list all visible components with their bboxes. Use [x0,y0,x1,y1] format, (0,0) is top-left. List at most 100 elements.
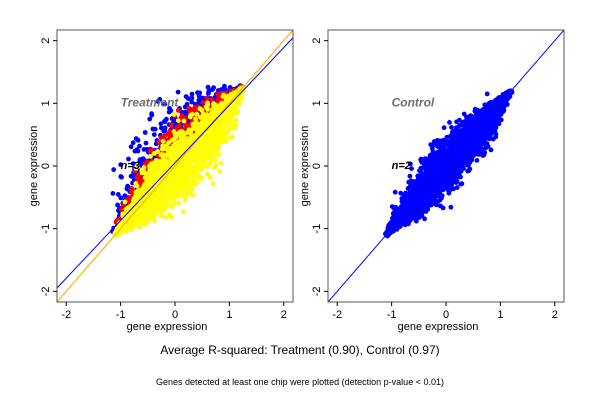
data-point [218,126,223,132]
data-point [130,161,136,167]
data-point [207,130,213,135]
data-point [209,149,215,155]
series-1 [383,88,515,239]
y-tick-label: -1 [40,224,52,234]
data-point [190,166,196,172]
data-point [216,94,222,100]
data-point [175,108,181,113]
data-point [230,92,236,98]
data-point [215,146,221,152]
data-point [162,101,168,107]
data-point [141,182,147,188]
data-point [199,158,205,164]
data-point [162,119,168,125]
data-point [184,130,190,136]
data-point [159,185,165,191]
data-point [202,163,208,169]
data-point [224,112,230,118]
data-point [218,160,224,166]
data-point [174,165,180,171]
data-point [233,117,239,123]
data-point [169,122,174,128]
data-point [135,137,141,143]
data-point [205,102,211,108]
data-point [128,173,134,179]
data-point [115,192,121,197]
data-point [125,205,131,211]
data-point [151,195,157,200]
data-point [188,136,194,141]
data-point [110,191,116,196]
data-point [163,146,168,152]
data-point [221,92,227,98]
data-point [167,163,172,169]
data-point [151,207,157,213]
data-point [141,165,147,170]
data-point [117,227,123,233]
data-point [144,147,150,152]
data-point [171,169,177,174]
x-tick-label: 0 [172,309,178,321]
data-point [154,158,160,164]
data-point [143,216,149,222]
data-point [184,168,189,173]
points-layer [383,88,515,239]
data-point [192,151,197,157]
data-point [205,84,211,90]
data-point [149,147,155,153]
data-point [111,167,117,173]
data-point [179,149,185,155]
data-point [181,118,187,124]
data-point [224,130,230,136]
data-point [130,140,136,146]
data-point [148,154,153,159]
data-point [218,137,224,142]
data-point [175,89,181,95]
data-point [158,171,164,176]
data-point [126,223,131,229]
data-point [217,168,222,174]
data-point [184,185,190,190]
data-point [140,156,146,162]
data-point [189,186,195,192]
data-point [176,200,181,206]
data-point [170,161,176,167]
data-point [205,107,211,112]
x-tick-label: -1 [116,309,126,321]
data-point [160,138,166,144]
data-point [168,188,174,194]
data-point [228,134,234,140]
data-point [180,209,186,214]
data-point [167,202,173,208]
data-point [168,196,174,202]
data-point [145,210,151,216]
data-point [137,143,142,149]
data-point [201,111,206,117]
data-point [175,194,181,200]
data-point [171,201,177,206]
data-point [196,97,202,103]
data-point [118,162,124,168]
data-point [158,162,163,167]
data-point [171,129,177,135]
data-point [156,203,162,208]
data-point [155,149,161,154]
x-tick-label: 2 [281,309,287,321]
fit-line-2 [57,30,293,302]
data-point [135,148,141,154]
data-point [150,178,156,184]
data-point [138,221,144,227]
data-point [194,132,200,138]
data-point [204,114,209,120]
data-point [136,172,141,178]
data-point [189,95,195,101]
sample-count-label: n=3 [121,160,140,172]
data-point [195,154,201,159]
data-point [131,196,137,202]
data-point [147,116,153,122]
data-point [129,190,135,195]
data-point [209,97,215,103]
data-point [195,146,201,152]
